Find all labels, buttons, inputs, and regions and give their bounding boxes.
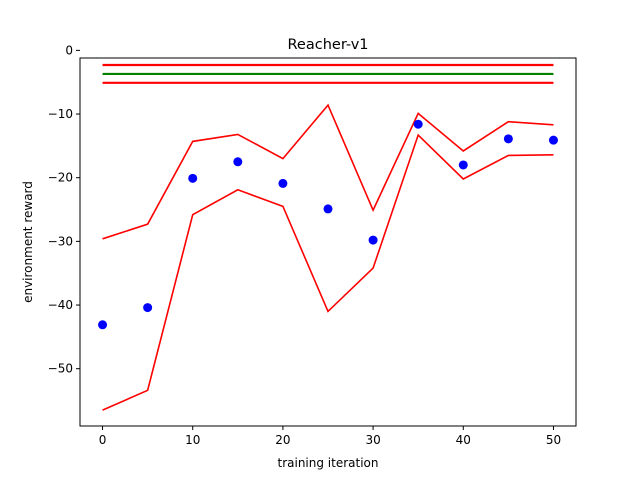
- x-tick-label: 40: [456, 433, 471, 447]
- data-point-15: [233, 157, 243, 167]
- data-point-5: [143, 303, 153, 313]
- data-point-0: [98, 320, 108, 330]
- data-point-10: [188, 173, 198, 183]
- plot-area: [98, 63, 558, 411]
- data-point-50: [548, 135, 558, 145]
- x-tick-label: 50: [546, 433, 561, 447]
- x-axis-label: training iteration: [278, 456, 379, 470]
- x-tick-label: 0: [99, 433, 107, 447]
- x-tick-label: 30: [365, 433, 380, 447]
- y-tick-label: −30: [48, 234, 73, 248]
- data-point-20: [278, 178, 288, 188]
- y-tick-label: −40: [48, 298, 73, 312]
- axes-frame: [79, 57, 577, 427]
- y-tick-label: 0: [65, 43, 73, 57]
- y-tick-label: −50: [48, 362, 73, 376]
- chart-title: Reacher-v1: [288, 37, 369, 53]
- axes: 0 10 20 30 40 50 0 −10 −20 −30 −40 −50: [48, 43, 577, 447]
- x-tick-label: 20: [275, 433, 290, 447]
- y-tick-label: −10: [48, 107, 73, 121]
- band-line-2: [102, 133, 554, 411]
- data-point-45: [503, 134, 513, 144]
- data-point-40: [458, 160, 468, 170]
- data-point-25: [323, 204, 333, 214]
- band-line-1: [102, 103, 554, 240]
- y-tick-label: −20: [48, 171, 73, 185]
- data-point-30: [368, 235, 378, 245]
- x-tick-label: 10: [185, 433, 200, 447]
- data-point-35: [413, 119, 423, 129]
- y-axis-label: environment reward: [21, 181, 35, 303]
